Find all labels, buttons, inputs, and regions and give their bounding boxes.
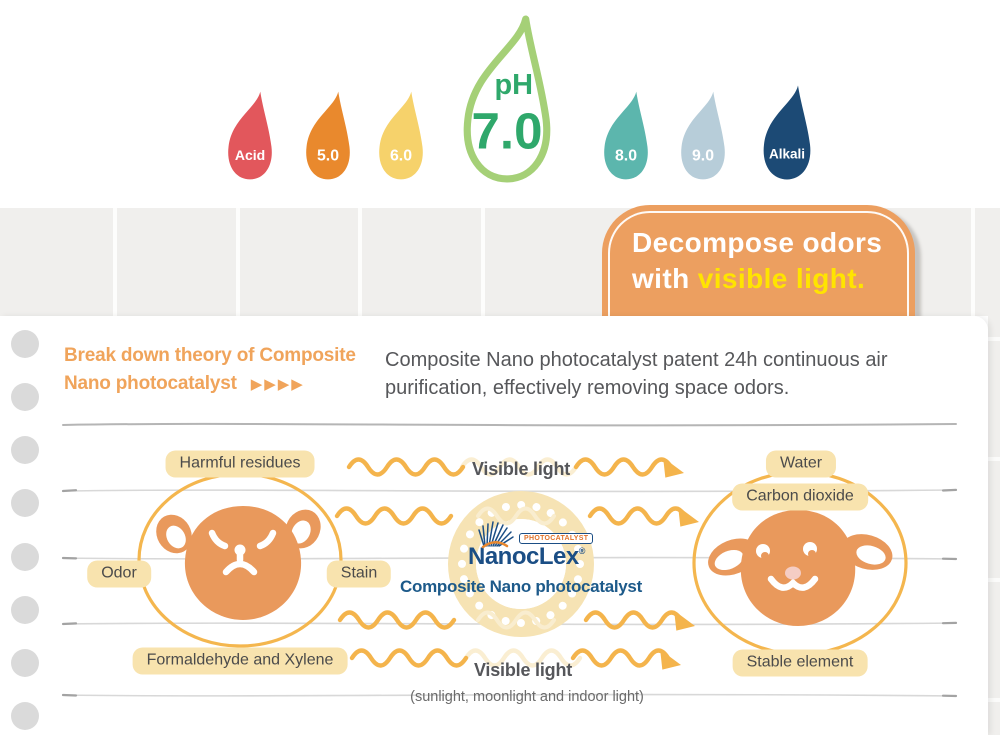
heading-line2: Nano photocatalyst (64, 373, 237, 394)
banner-inner-border (608, 211, 909, 322)
label-stable-element: Stable element (732, 649, 868, 677)
description-line2: purification, effectively removing space… (385, 377, 790, 399)
ph-drop-label: 9.0 (692, 148, 714, 165)
ph-drop-label: Acid (235, 147, 265, 163)
tile-seam (236, 208, 240, 316)
tile-seam (988, 457, 1000, 461)
tile-seam (971, 208, 975, 316)
visible-light-waves (334, 457, 699, 670)
tile-seam (358, 208, 362, 316)
heading-line1: Break down theory of Composite (64, 345, 356, 366)
tile-seam (988, 337, 1000, 341)
logo-swoosh-icon (481, 541, 509, 549)
logo-brand-name: NanocLex® (468, 543, 585, 571)
light-sources-note: (sunlight, moonlight and indoor light) (410, 689, 644, 705)
binding-holes (11, 330, 39, 730)
notepad-page: Break down theory of Composite Nano phot… (0, 316, 988, 735)
ph-drop-acid: Acid (228, 91, 272, 180)
heading-arrows-icon: ▶▶▶▶ (250, 375, 305, 393)
logo-photocatalyst-badge: PHOTOCATALYST (519, 533, 594, 544)
label-stain: Stain (326, 560, 392, 588)
visible-light-top-label: Visible light (471, 459, 571, 479)
ph-drop-label: 5.0 (317, 148, 339, 165)
happy-bear-icon (708, 510, 893, 626)
tiled-wall-right-margin (988, 316, 1000, 735)
section-heading: Break down theory of Composite Nano phot… (64, 342, 356, 398)
visible-light-bottom-label: Visible light (473, 660, 573, 680)
banner-line1: Decompose odors (632, 227, 883, 258)
banner-line2-highlight: visible light. (697, 263, 866, 294)
section-description: Composite Nano photocatalyst patent 24h … (385, 346, 888, 402)
label-water: Water (765, 450, 837, 478)
logo-caption: Composite Nano photocatalyst (400, 577, 642, 596)
banner-line2-prefix: with (632, 263, 698, 294)
banner-text: Decompose odors with visible light. (632, 225, 882, 297)
ph-drop-5: 5.0 (306, 91, 350, 180)
ph-value: 7.0 (472, 102, 543, 159)
description-line1: Composite Nano photocatalyst patent 24h … (385, 349, 888, 371)
ph-drop-6: 6.0 (379, 91, 423, 180)
decompose-banner: Decompose odors with visible light. (602, 205, 915, 322)
label-carbon-dioxide: Carbon dioxide (732, 483, 868, 511)
registered-mark: ® (578, 546, 586, 556)
label-formaldehyde-xylene: Formaldehyde and Xylene (132, 647, 348, 675)
ph-drop-label: Alkali (769, 147, 805, 162)
tile-seam (988, 698, 1000, 702)
tile-seam (113, 208, 117, 316)
diagram-canvas (11, 330, 958, 730)
ph-drop-9: 9.0 (681, 91, 725, 180)
ph-drop-label: 6.0 (390, 148, 412, 165)
tile-seam (988, 578, 1000, 582)
wave-arrowheads (660, 457, 699, 670)
ph-drop-alkali: Alkali (763, 85, 811, 180)
ph-drop-8: 8.0 (604, 91, 648, 180)
label-odor: Odor (87, 560, 151, 588)
ph-drop-7-neutral: pH 7.0 (463, 15, 551, 183)
tile-seam (481, 208, 485, 316)
brand-text: NanocLex (468, 543, 579, 570)
ph-drop-label: 8.0 (615, 148, 637, 165)
ph-label: pH (495, 69, 534, 101)
sad-bear-icon (156, 506, 321, 620)
label-harmful-residues: Harmful residues (165, 450, 315, 478)
